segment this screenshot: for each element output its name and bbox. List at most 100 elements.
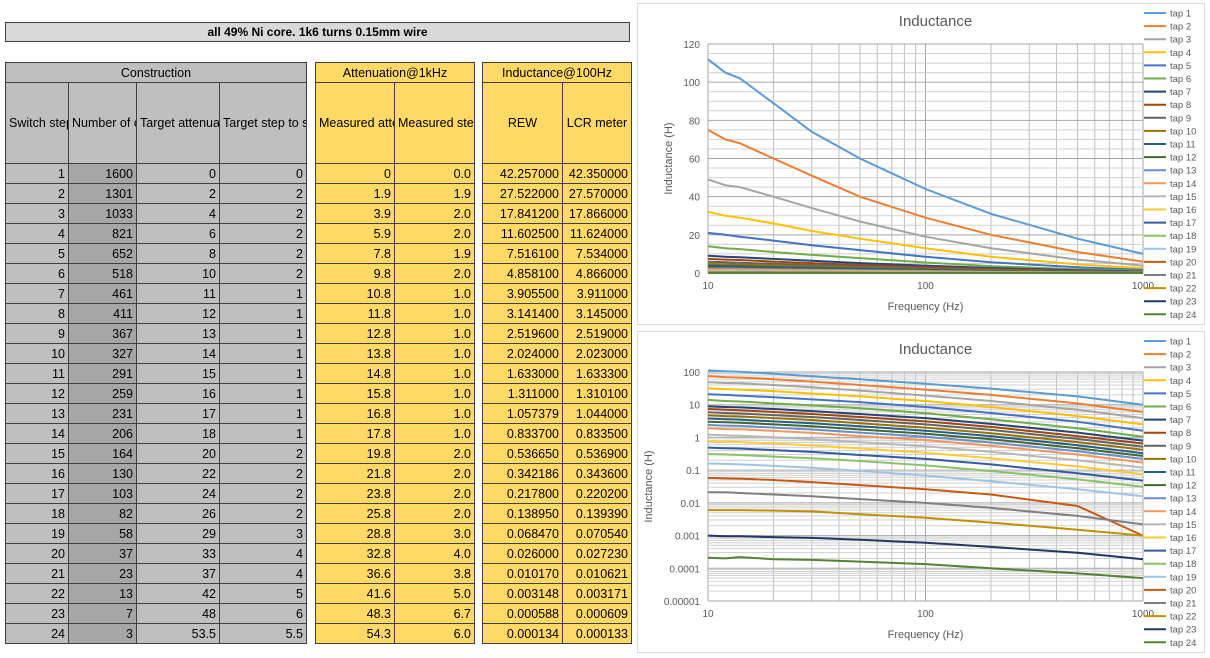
table-cell[interactable]: 15 [5,443,69,464]
table-cell[interactable]: 42 [136,583,220,604]
table-cell[interactable]: 3.905500 [482,283,563,304]
table-cell[interactable]: 27.522000 [482,183,563,204]
table-cell[interactable]: 2.023000 [561,343,633,364]
table-cell[interactable]: 0.068470 [482,523,563,544]
table-cell[interactable]: 22 [5,583,69,604]
table-cell[interactable]: 2 [219,243,307,264]
table-cell[interactable]: 0.0 [393,163,476,184]
table-cell[interactable]: 5 [5,243,69,264]
table-cell[interactable]: 5.0 [393,583,476,604]
table-cell[interactable]: 33 [136,543,220,564]
table-cell[interactable]: 0.070540 [561,523,633,544]
table-cell[interactable]: 1.9 [393,183,476,204]
table-cell[interactable]: 4 [219,563,307,584]
table-cell[interactable]: 36.6 [315,563,395,584]
table-cell[interactable]: 652 [68,243,137,264]
table-cell[interactable]: 2.0 [393,503,476,524]
table-cell[interactable]: 18 [5,503,69,524]
table-cell[interactable]: 48 [136,603,220,624]
table-cell[interactable]: 0.536900 [561,443,633,464]
table-cell[interactable]: 13 [68,583,137,604]
table-cell[interactable]: 1.0 [393,423,476,444]
table-cell[interactable]: 0.026000 [482,543,563,564]
table-cell[interactable]: 23.8 [315,483,395,504]
table-cell[interactable]: 461 [68,283,137,304]
table-cell[interactable]: 16 [136,383,220,404]
table-cell[interactable]: 231 [68,403,137,424]
table-cell[interactable]: 0.138950 [482,503,563,524]
table-cell[interactable]: 12.8 [315,323,395,344]
table-cell[interactable]: 0.003148 [482,583,563,604]
table-cell[interactable]: 3 [68,623,137,644]
table-cell[interactable]: 4.858100 [482,263,563,284]
table-cell[interactable]: 42.257000 [482,163,563,184]
table-cell[interactable]: 2.0 [393,223,476,244]
table-cell[interactable]: 25.8 [315,503,395,524]
table-cell[interactable]: 7.534000 [561,243,633,264]
table-cell[interactable]: 7 [5,283,69,304]
table-cell[interactable]: 1 [219,423,307,444]
table-cell[interactable]: 4 [5,223,69,244]
table-cell[interactable]: 17 [5,483,69,504]
table-cell[interactable]: 1.311000 [482,383,563,404]
table-cell[interactable]: 164 [68,443,137,464]
table-cell[interactable]: 16 [5,463,69,484]
table-cell[interactable]: 367 [68,323,137,344]
table-cell[interactable]: 23 [68,563,137,584]
table-cell[interactable]: 24 [136,483,220,504]
table-cell[interactable]: 1.633000 [482,363,563,384]
table-cell[interactable]: 0.342186 [482,463,563,484]
table-cell[interactable]: 1 [219,363,307,384]
table-cell[interactable]: 4.866000 [561,263,633,284]
table-cell[interactable]: 10 [136,263,220,284]
table-cell[interactable]: 0.536650 [482,443,563,464]
table-cell[interactable]: 3.8 [393,563,476,584]
table-cell[interactable]: 21.8 [315,463,395,484]
table-cell[interactable]: 0.220200 [561,483,633,504]
table-cell[interactable]: 37 [68,543,137,564]
table-cell[interactable]: 1.044000 [561,403,633,424]
table-cell[interactable]: 1.0 [393,283,476,304]
table-cell[interactable]: 1033 [68,203,137,224]
table-cell[interactable]: 4 [219,543,307,564]
table-cell[interactable]: 6.0 [393,623,476,644]
table-cell[interactable]: 37 [136,563,220,584]
table-cell[interactable]: 0.000609 [561,603,633,624]
table-cell[interactable]: 103 [68,483,137,504]
table-cell[interactable]: 41.6 [315,583,395,604]
table-cell[interactable]: 24 [5,623,69,644]
table-cell[interactable]: 6 [219,603,307,624]
table-cell[interactable]: 5.5 [219,623,307,644]
table-cell[interactable]: 1.310100 [561,383,633,404]
table-cell[interactable]: 2.0 [393,443,476,464]
table-cell[interactable]: 54.3 [315,623,395,644]
table-cell[interactable]: 15 [136,363,220,384]
table-cell[interactable]: 1 [219,283,307,304]
table-cell[interactable]: 0 [315,163,395,184]
table-cell[interactable]: 23 [5,603,69,624]
table-cell[interactable]: 2 [219,443,307,464]
table-cell[interactable]: 6 [136,223,220,244]
table-cell[interactable]: 3.145000 [561,303,633,324]
table-cell[interactable]: 1.0 [393,303,476,324]
table-cell[interactable]: 2 [219,203,307,224]
table-cell[interactable]: 11.8 [315,303,395,324]
table-cell[interactable]: 206 [68,423,137,444]
table-cell[interactable]: 2 [219,263,307,284]
table-cell[interactable]: 2.519600 [482,323,563,344]
table-cell[interactable]: 10 [5,343,69,364]
table-cell[interactable]: 3.0 [393,523,476,544]
table-cell[interactable]: 9.8 [315,263,395,284]
table-cell[interactable]: 411 [68,303,137,324]
table-cell[interactable]: 2.024000 [482,343,563,364]
table-cell[interactable]: 6 [5,263,69,284]
table-cell[interactable]: 1.9 [315,183,395,204]
table-cell[interactable]: 16.8 [315,403,395,424]
table-cell[interactable]: 15.8 [315,383,395,404]
table-cell[interactable]: 17.8 [315,423,395,444]
table-cell[interactable]: 11 [136,283,220,304]
table-cell[interactable]: 5.9 [315,223,395,244]
table-cell[interactable]: 0 [136,163,220,184]
table-cell[interactable]: 18 [136,423,220,444]
table-cell[interactable]: 13.8 [315,343,395,364]
